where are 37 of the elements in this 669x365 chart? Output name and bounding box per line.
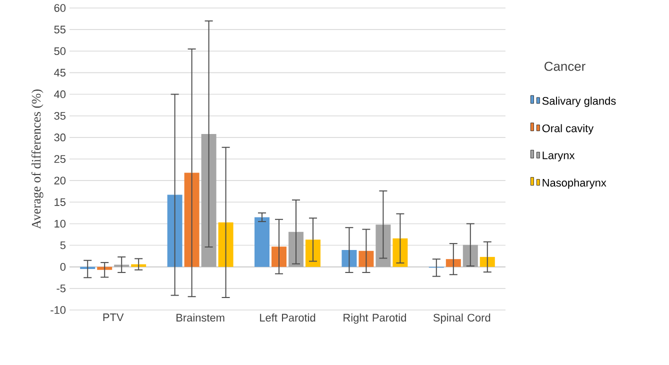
x-tick-label: Brainstem (176, 314, 224, 322)
y-tick-label: 35 (54, 112, 66, 120)
bar (218, 222, 234, 267)
x-tick-label: Right Parotid (344, 314, 406, 324)
bar (167, 194, 182, 267)
y-tick-label: 10 (54, 220, 66, 228)
x-tick-label: Spinal Cord (433, 314, 490, 324)
legend-label: Larynx (542, 152, 575, 162)
y-axis-title: Average of differences (%) (31, 90, 44, 229)
bar (254, 217, 270, 267)
x-tick-label: PTV (103, 314, 124, 322)
bar (272, 246, 287, 267)
y-tick-label: 5 (60, 241, 66, 250)
y-tick-label: 15 (54, 198, 66, 206)
bar (342, 250, 357, 267)
y-tick-label: 0 (60, 262, 66, 271)
x-tick-label: Left Parotid (260, 314, 316, 322)
bar (131, 264, 146, 267)
bar (446, 259, 461, 267)
y-tick-label: -10 (50, 306, 66, 314)
y-tick-label: 60 (54, 4, 66, 12)
bar (480, 256, 495, 267)
legend-label: Nasopharynx (542, 178, 606, 189)
y-tick-label: 50 (54, 47, 66, 56)
y-tick-label: 20 (54, 176, 66, 184)
bar (97, 266, 112, 270)
y-tick-label: 55 (54, 26, 66, 34)
bar (184, 172, 200, 267)
bar (358, 250, 374, 267)
y-tick-label: 25 (54, 155, 66, 163)
legend-label: Salivary glands (542, 96, 616, 107)
y-tick-label: -5 (56, 284, 66, 292)
legend-title: Cancer (544, 62, 586, 71)
y-tick-label: 40 (54, 90, 66, 98)
y-tick-label: 45 (54, 68, 66, 77)
legend-label: Oral cavity (542, 124, 594, 134)
y-tick-label: 30 (54, 134, 66, 142)
